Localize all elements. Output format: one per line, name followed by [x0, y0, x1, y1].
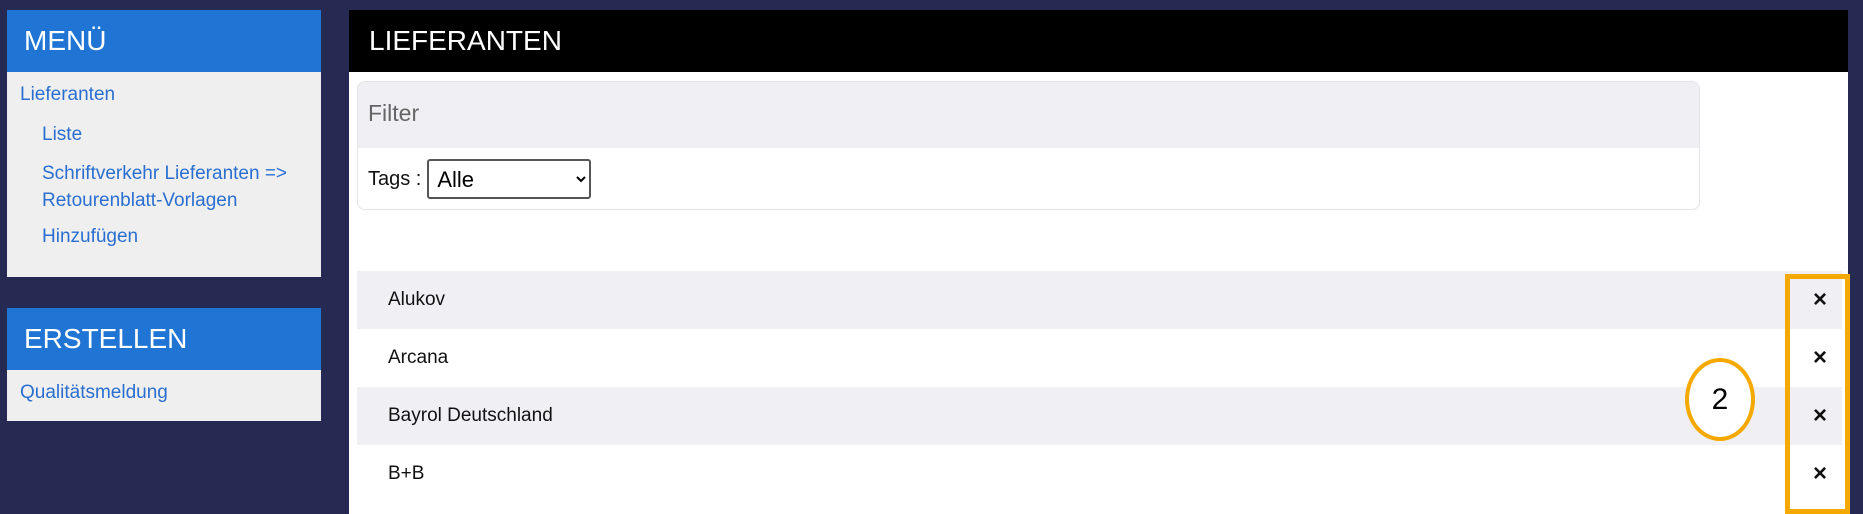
supplier-row[interactable]: Alukov × — [357, 271, 1842, 329]
tags-label: Tags : — [368, 167, 422, 190]
supplier-name: Alukov — [388, 289, 446, 310]
menu-schriftverkehr-line1: Schriftverkehr Lieferanten => — [42, 163, 288, 184]
menu-liste[interactable]: Liste — [42, 124, 83, 145]
filter-box: Filter Tags : Alle — [357, 81, 1700, 210]
tags-select[interactable]: Alle — [427, 159, 592, 199]
delete-icon[interactable]: × — [1812, 344, 1827, 371]
filter-title: Filter — [358, 82, 1699, 148]
menu-lieferanten[interactable]: Lieferanten — [20, 84, 116, 105]
main-content: LIEFERANTEN Filter Tags : Alle Alukov × A… — [349, 10, 1848, 514]
annotation-step-badge: 2 — [1685, 358, 1755, 441]
supplier-name: B+B — [388, 463, 425, 484]
page-title: LIEFERANTEN — [349, 10, 1848, 72]
menu-qualitaetsmeldung[interactable]: Qualitätsmeldung — [20, 382, 168, 403]
menu-schriftverkehr-line2: Retourenblatt-Vorlagen — [42, 190, 238, 211]
menu-hinzufuegen[interactable]: Hinzufügen — [42, 226, 139, 247]
supplier-row[interactable]: Arcana × — [357, 329, 1842, 387]
create-panel: ERSTELLEN Qualitätsmeldung — [7, 308, 321, 421]
supplier-name: Bayrol Deutschland — [388, 405, 553, 426]
supplier-row[interactable]: Bayrol Deutschland × — [357, 387, 1842, 445]
delete-icon[interactable]: × — [1812, 460, 1827, 487]
delete-icon[interactable]: × — [1812, 402, 1827, 429]
supplier-row[interactable]: B+B × — [357, 445, 1842, 503]
menu-panel: MENÜ Lieferanten Liste Schriftverkehr Li… — [7, 10, 321, 277]
create-header: ERSTELLEN — [7, 308, 321, 370]
supplier-name: Arcana — [388, 347, 449, 368]
delete-icon[interactable]: × — [1812, 286, 1827, 313]
menu-schriftverkehr[interactable]: Schriftverkehr Lieferanten => Retourenbla… — [42, 160, 321, 214]
annotation-highlight-box — [1785, 274, 1850, 514]
menu-header: MENÜ — [7, 10, 321, 72]
